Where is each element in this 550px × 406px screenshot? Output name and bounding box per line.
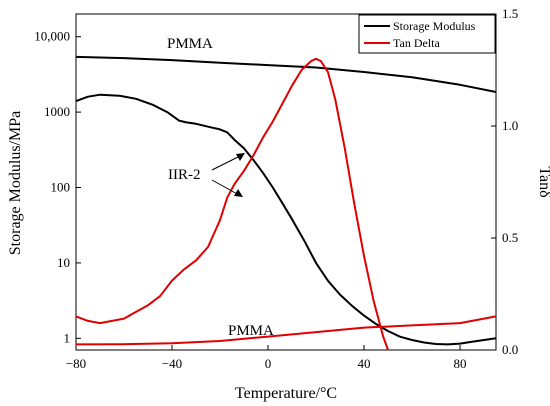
y-axis-title-right: Tanδ: [536, 166, 550, 197]
y-axis-title-left: Storage Modulus/MPa: [7, 111, 24, 255]
annotation-iir2: IIR-2: [168, 167, 201, 183]
legend: Storage Modulus Tan Delta: [358, 14, 496, 54]
annotation-pmma-bottom: PMMA: [228, 323, 274, 339]
axis-ticks: −80 −40 0 40 80 1 10 100 1000 10,000 0.0 0.5 1.0 1.5: [34, 6, 518, 371]
y-right-tick-label: 0.5: [502, 230, 518, 245]
y-right-tick-label: 0.0: [502, 342, 518, 357]
y-left-tick-label: 10,000: [34, 29, 70, 44]
iir2-arrow-upper: [211, 153, 245, 171]
series-line-tan-delta-2: [75, 57, 389, 351]
series-line-storage-modulus-1: [75, 93, 497, 346]
x-tick-label: −40: [162, 356, 182, 371]
y-left-tick-label: 1000: [44, 104, 70, 119]
y-left-tick-label: 10: [57, 255, 70, 270]
y-left-tick-label: 100: [51, 180, 71, 195]
plot-frame: [75, 13, 497, 351]
x-tick-label: −80: [66, 356, 86, 371]
series-line-tan-delta-3: [75, 315, 497, 346]
x-tick-label: 0: [265, 356, 272, 371]
annotation-pmma-top: PMMA: [167, 36, 213, 52]
y-left-tick-label: 1: [64, 330, 71, 345]
x-tick-label: 80: [454, 356, 467, 371]
y-right-tick-label: 1.5: [502, 6, 518, 21]
series-line-storage-modulus-0: [75, 55, 497, 93]
x-tick-label: 40: [358, 356, 371, 371]
series-layer: [75, 55, 497, 351]
annotation-layer: PMMA IIR-2 PMMA: [167, 36, 274, 339]
iir2-arrow-lower: [211, 179, 243, 197]
legend-label-tan-delta: Tan Delta: [393, 36, 440, 50]
y-right-tick-label: 1.0: [502, 118, 518, 133]
legend-box: [358, 14, 496, 54]
legend-label-storage-modulus: Storage Modulus: [393, 19, 476, 33]
x-axis-title: Temperature/°C: [235, 385, 337, 402]
